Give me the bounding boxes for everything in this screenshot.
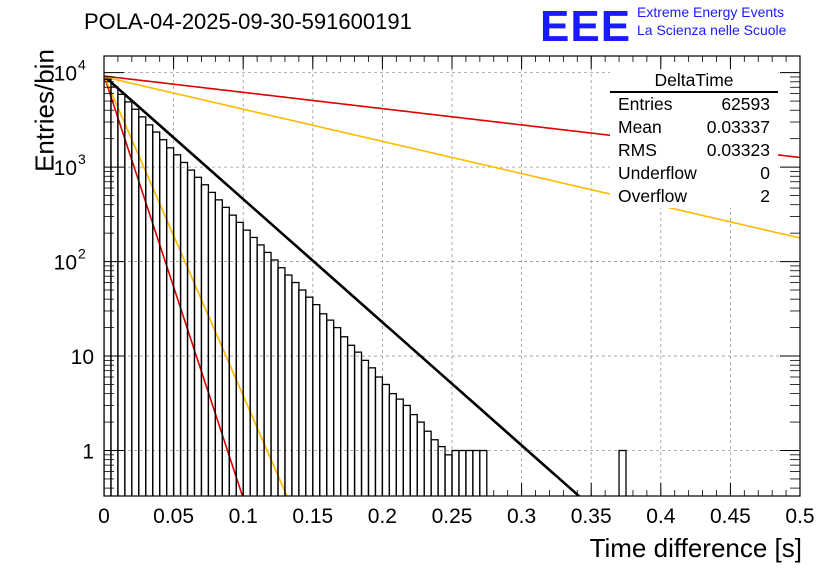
histogram-bar	[381, 383, 391, 496]
x-tick-label: 0	[98, 505, 110, 528]
stats-row-underflow: Underflow 0	[610, 162, 778, 185]
axis-ticks	[103, 56, 801, 496]
histogram-bar	[124, 101, 133, 496]
histogram-bar	[159, 139, 168, 496]
x-tick-label: 0.1	[229, 505, 258, 528]
chart-title: POLA-04-2025-09-30-591600191	[84, 9, 412, 34]
histogram-bar	[249, 236, 258, 496]
stats-value: 62593	[721, 94, 770, 114]
histogram-bar	[165, 147, 175, 496]
histogram-bar	[214, 199, 223, 496]
histogram-bar	[270, 259, 279, 496]
stats-label: Entries	[618, 94, 673, 114]
histogram-bar	[110, 86, 119, 496]
histogram-bar	[346, 344, 356, 496]
histogram-bar	[172, 154, 182, 496]
y-tick-exponent: 4	[78, 57, 86, 73]
histogram-bar	[326, 319, 335, 496]
logo-line-1: Extreme Energy Events	[637, 4, 785, 20]
x-tick-label: 0.4	[646, 505, 676, 528]
histogram-bar	[221, 206, 230, 496]
histogram-bar	[402, 404, 411, 496]
histogram-bar	[367, 367, 377, 496]
series-fit	[104, 75, 581, 496]
x-tick-label: 0.5	[785, 505, 814, 528]
histogram-bar	[207, 191, 217, 496]
histogram-bar	[353, 351, 363, 496]
histogram-bar	[298, 289, 307, 496]
logo-line-2: La Scienza nelle Scuole	[637, 22, 787, 38]
stats-label: Mean	[618, 117, 662, 137]
x-tick-label: 0.25	[432, 505, 473, 528]
histogram-bar	[179, 161, 189, 496]
x-tick-label: 0.3	[507, 505, 536, 528]
stats-value: 2	[760, 186, 770, 206]
y-tick-label: 10	[54, 63, 77, 86]
histogram-bar	[117, 93, 126, 496]
histogram-bar	[305, 296, 314, 496]
histogram-bar	[256, 244, 265, 496]
stats-label: Underflow	[618, 163, 697, 183]
x-tick-label: 0.05	[153, 505, 194, 528]
stats-label: RMS	[618, 140, 657, 160]
stats-row-mean: Mean 0.03337	[610, 116, 778, 139]
x-axis-label: Time difference [s]	[589, 533, 802, 563]
histogram-bar	[193, 176, 203, 496]
histogram-bar	[409, 413, 418, 496]
series-yellow-slow	[104, 76, 800, 239]
histogram-bar	[277, 267, 286, 496]
stats-row-entries: Entries 62593	[610, 93, 778, 116]
stats-value: 0	[760, 163, 770, 183]
x-tick-label: 0.35	[571, 505, 612, 528]
y-tick-label: 10	[54, 252, 77, 275]
histogram-bar	[263, 251, 272, 496]
histogram-bar	[395, 398, 404, 496]
histogram-bar	[200, 184, 210, 496]
histogram-bar	[423, 430, 432, 496]
stats-value: 0.03323	[706, 140, 770, 160]
stats-title: DeltaTime	[610, 70, 778, 93]
histogram-bar	[333, 326, 342, 496]
stats-value: 0.03337	[706, 117, 770, 137]
histogram-group	[104, 78, 627, 496]
histogram-bar	[319, 313, 328, 496]
stats-row-rms: RMS 0.03323	[610, 139, 778, 162]
y-tick-exponent: 3	[78, 151, 86, 167]
histogram-bar	[291, 281, 300, 496]
histogram-bar	[312, 303, 321, 496]
stats-box: DeltaTime Entries 62593 Mean 0.03337 RMS…	[610, 70, 778, 208]
y-tick-label: 1	[82, 441, 94, 464]
series-red-fast	[104, 75, 244, 496]
histogram-bar	[479, 449, 488, 496]
y-tick-label: 10	[54, 157, 77, 180]
histogram-bar	[618, 449, 627, 496]
y-tick-exponent: 2	[78, 246, 86, 262]
eee-logo: EEE	[540, 2, 632, 51]
y-axis-label: Entries/bin	[29, 49, 60, 172]
histogram-bar	[416, 421, 425, 496]
histogram-bar	[138, 116, 147, 496]
series-yellow-fast	[104, 75, 288, 496]
histogram-bar	[360, 359, 370, 496]
stats-label: Overflow	[618, 186, 688, 206]
stats-row-overflow: Overflow 2	[610, 185, 778, 208]
histogram-bar	[472, 449, 481, 496]
x-tick-label: 0.45	[710, 505, 751, 528]
x-tick-labels: 0 0.05 0.1 0.15 0.2 0.25 0.3 0.35 0.4 0.45 0.5	[98, 505, 814, 528]
x-tick-label: 0.2	[368, 505, 397, 528]
y-tick-label: 10	[71, 346, 94, 369]
histogram-bar	[104, 78, 112, 496]
histogram-bar	[242, 229, 251, 496]
histogram-bar	[284, 274, 293, 496]
x-tick-label: 0.15	[292, 505, 333, 528]
